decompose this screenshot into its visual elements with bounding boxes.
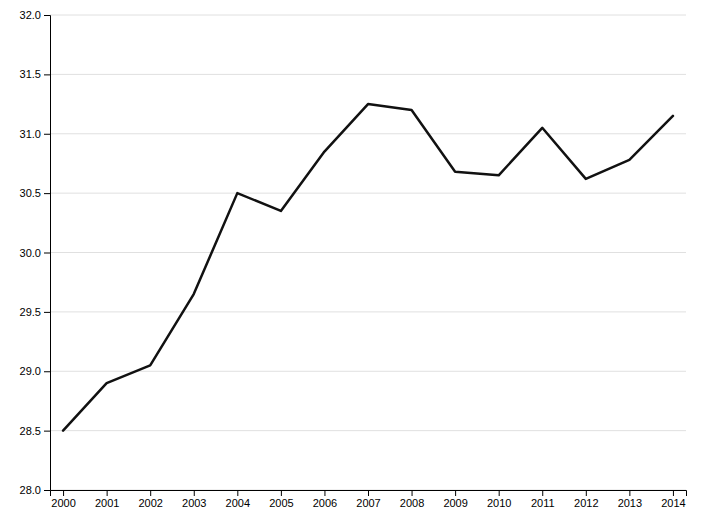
tick-mark (107, 490, 108, 496)
axis-line (51, 491, 687, 497)
tick: 32.0 (20, 9, 50, 21)
tick-mark (44, 371, 50, 372)
tick: 2012 (574, 490, 598, 509)
line (63, 104, 673, 431)
tick: 28.0 (20, 484, 50, 496)
plot: 2000 2001 2002 2003 2004 2005 2006 2007 2008 2009… (20, 9, 687, 509)
tick-label: 28.0 (20, 484, 41, 496)
tick-label: 2008 (400, 497, 424, 509)
tick-mark (44, 312, 50, 313)
tick: 2010 (487, 490, 511, 509)
tick: 2005 (269, 490, 293, 509)
tick-mark (586, 490, 587, 496)
grid-line (50, 252, 686, 253)
tick: 30.0 (20, 247, 50, 259)
tick: 31.5 (20, 68, 50, 80)
tick-label: 2000 (51, 497, 75, 509)
tick-label: 30.5 (20, 187, 41, 199)
grid-line (50, 430, 686, 431)
tick-mark (194, 490, 195, 496)
tick-label: 2005 (269, 497, 293, 509)
marks (63, 104, 673, 431)
grid-line (50, 133, 686, 134)
tick-mark (542, 490, 543, 496)
tick-mark (44, 193, 50, 194)
tick: 2009 (443, 490, 467, 509)
tick-mark (44, 15, 50, 16)
tick-mark (281, 490, 282, 496)
tick: 29.0 (20, 365, 50, 377)
grid-line (50, 371, 686, 372)
tick-mark (455, 490, 456, 496)
chart: 2000 2001 2002 2003 2004 2005 2006 2007 2008 2009… (0, 0, 708, 522)
tick-mark (44, 253, 50, 254)
tick-label: 31.0 (20, 128, 41, 140)
tick: 2000 (51, 490, 75, 509)
grid-line (50, 311, 686, 312)
tick-mark (44, 490, 50, 491)
tick-label: 29.5 (20, 306, 41, 318)
tick-label: 2013 (618, 497, 642, 509)
tick-mark (150, 490, 151, 496)
tick-label: 2011 (531, 497, 555, 509)
tick: 28.5 (20, 425, 50, 437)
tick: 2008 (400, 490, 424, 509)
tick-mark (629, 490, 630, 496)
tick-label: 29.0 (20, 365, 41, 377)
tick: 2004 (226, 490, 250, 509)
tick: 30.5 (20, 187, 50, 199)
grid-line (50, 193, 686, 194)
tick-label: 2009 (443, 497, 467, 509)
tick-label: 2014 (661, 497, 685, 509)
tick-label: 2001 (95, 497, 119, 509)
tick-label: 2002 (138, 497, 162, 509)
tick-label: 2006 (313, 497, 337, 509)
tick-mark (44, 134, 50, 135)
tick-mark (499, 490, 500, 496)
tick-mark (63, 490, 64, 496)
tick-mark (237, 490, 238, 496)
tick-label: 2004 (226, 497, 250, 509)
tick-mark (412, 490, 413, 496)
tick: 2003 (182, 490, 206, 509)
axis-line (44, 16, 51, 491)
tick-label: 30.0 (20, 247, 41, 259)
grid-line (50, 74, 686, 75)
tick-label: 2012 (574, 497, 598, 509)
tick: 2006 (313, 490, 337, 509)
tick: 2002 (138, 490, 162, 509)
tick: 2001 (95, 490, 119, 509)
tick-label: 2010 (487, 497, 511, 509)
tick-mark (324, 490, 325, 496)
tick-mark (44, 74, 50, 75)
tick: 2013 (618, 490, 642, 509)
tick-label: 28.5 (20, 425, 41, 437)
x-axis: 2000 2001 2002 2003 2004 2005 2006 2007 2008 2009… (51, 490, 687, 509)
tick: 2007 (356, 490, 380, 509)
tick: 2011 (531, 490, 555, 509)
tick: 31.0 (20, 128, 50, 140)
tick-label: 32.0 (20, 9, 41, 21)
grid (50, 15, 686, 490)
tick-mark (368, 490, 369, 496)
tick: 2014 (661, 490, 685, 509)
tick-mark (44, 431, 50, 432)
y-axis: 28.0 28.5 29.0 29.5 30.0 30.5 31.0 31.5 32.0 (20, 9, 51, 496)
tick: 29.5 (20, 306, 50, 318)
tick-label: 2003 (182, 497, 206, 509)
tick-mark (673, 490, 674, 496)
tick-label: 2007 (356, 497, 380, 509)
tick-label: 31.5 (20, 68, 41, 80)
grid-line (50, 15, 686, 16)
